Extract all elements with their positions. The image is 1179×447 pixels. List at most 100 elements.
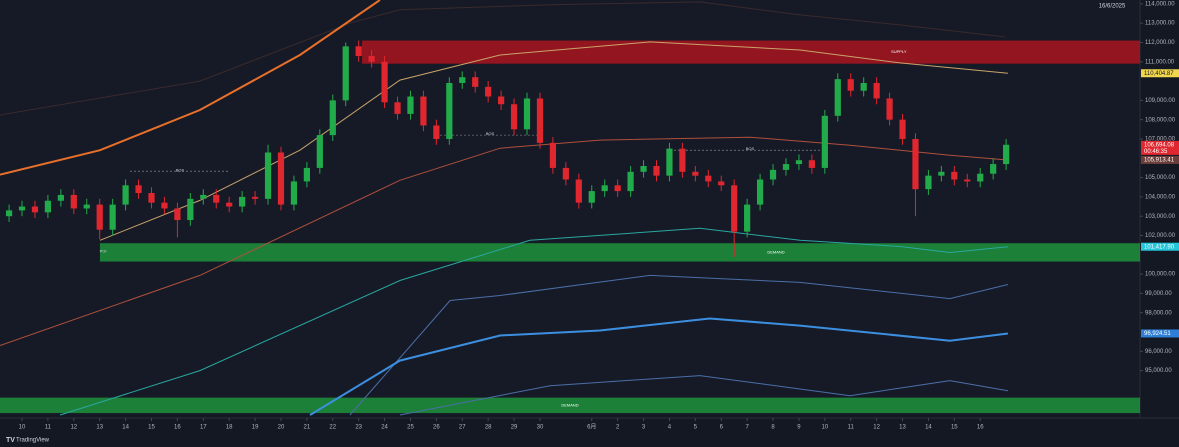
candle-body xyxy=(342,46,349,101)
x-tick-label: 10 xyxy=(19,425,26,431)
candle-body xyxy=(44,200,52,213)
countdown: 00:46:35 xyxy=(1144,149,1168,155)
candle-body xyxy=(57,194,64,201)
price-tag-label: 105,913.41 xyxy=(1144,158,1175,164)
indicator-line xyxy=(0,1,1005,116)
candle-body xyxy=(226,202,233,207)
x-tick-label: 20 xyxy=(278,425,285,431)
x-tick-label: 14 xyxy=(925,425,932,431)
y-tick-label: 104,000.00 xyxy=(1145,194,1176,200)
price-tag-label: 96,924.51 xyxy=(1144,331,1171,337)
candle-body xyxy=(990,164,997,174)
annotation: BOS xyxy=(746,146,755,151)
indicator-line xyxy=(59,227,1008,416)
candle-body xyxy=(498,96,505,105)
candle-body xyxy=(472,77,479,87)
x-tick-label: 10 xyxy=(821,425,828,431)
candle-body xyxy=(135,185,142,194)
zone xyxy=(99,243,1141,262)
zone-label: SUPPLY xyxy=(891,49,907,54)
candle-body xyxy=(731,185,738,232)
candle-body xyxy=(290,181,298,205)
y-tick-label: 99,000.00 xyxy=(1145,291,1172,297)
price-tag xyxy=(1141,69,1179,78)
x-tick-label: 24 xyxy=(381,425,388,431)
y-tick-label: 108,000.00 xyxy=(1145,117,1176,123)
candle-body xyxy=(109,204,116,230)
candle-body xyxy=(795,160,803,165)
countdown-tag xyxy=(1141,147,1179,155)
x-tick-label: 9 xyxy=(797,425,801,431)
price-tag xyxy=(1141,329,1179,338)
candle-body xyxy=(394,102,401,114)
candle-body xyxy=(756,179,764,205)
y-tick-label: 100,000.00 xyxy=(1145,272,1176,278)
candle-body xyxy=(588,191,595,203)
candle-body xyxy=(627,171,634,192)
candle-body xyxy=(951,171,958,180)
x-tick-label: 12 xyxy=(873,425,880,431)
candle-body xyxy=(264,152,272,199)
x-tick-label: 22 xyxy=(329,425,336,431)
annotation: POI xyxy=(100,249,107,254)
candle-body xyxy=(70,194,77,209)
candle-body xyxy=(446,83,453,139)
candle-body xyxy=(860,83,867,91)
candle-body xyxy=(1003,144,1010,165)
x-tick-label: 3 xyxy=(642,425,646,431)
x-tick-label: 11 xyxy=(848,425,855,431)
candle-body xyxy=(329,100,336,136)
candle-body xyxy=(174,208,181,221)
indicator-line xyxy=(349,274,1009,416)
y-tick-label: 98,000.00 xyxy=(1145,310,1172,316)
x-tick-label: 27 xyxy=(459,425,466,431)
y-tick-label: 107,000.00 xyxy=(1145,137,1176,143)
annotation: BOS xyxy=(486,131,495,136)
candle-body xyxy=(601,185,608,192)
candle-body xyxy=(200,194,207,199)
zone xyxy=(0,397,1140,414)
candle-body xyxy=(769,169,777,180)
indicator-line xyxy=(99,41,1008,241)
zone-label: DEMAND xyxy=(561,402,578,407)
brand: TradingView xyxy=(16,438,50,444)
x-tick-label: 28 xyxy=(485,425,492,431)
x-tick-label: 26 xyxy=(433,425,440,431)
price-tag-label: 110,404.87 xyxy=(1144,71,1174,77)
x-tick-label: 15 xyxy=(951,425,958,431)
candle-body xyxy=(977,173,984,182)
x-tick-label: 6月 xyxy=(587,424,596,431)
price-tag xyxy=(1141,155,1179,164)
candle-body xyxy=(614,185,621,192)
annotation: BOS xyxy=(176,167,185,172)
x-tick-label: 4 xyxy=(668,425,672,431)
candle-body xyxy=(821,115,828,168)
candle-body xyxy=(692,171,699,176)
candle-body xyxy=(886,98,893,120)
candle-body xyxy=(536,98,544,143)
candle-body xyxy=(834,79,841,116)
y-tick-label: 112,000.00 xyxy=(1145,40,1175,46)
y-tick-label: 96,000.00 xyxy=(1145,349,1172,355)
candle-body xyxy=(523,98,531,130)
x-tick-label: 13 xyxy=(96,425,103,431)
x-tick-label: 2 xyxy=(616,425,620,431)
candle-body xyxy=(148,193,155,203)
zone xyxy=(362,40,1140,64)
candle-body xyxy=(964,179,971,182)
candle-body xyxy=(562,167,569,180)
x-tick-label: 21 xyxy=(304,425,311,431)
x-tick-label: 25 xyxy=(407,425,414,431)
indicator-line xyxy=(309,317,1009,416)
x-tick-label: 29 xyxy=(511,425,518,431)
x-tick-label: 16 xyxy=(977,425,984,431)
candle-body xyxy=(96,204,103,230)
candle-body xyxy=(355,46,362,56)
date-label: 16/6/2025 xyxy=(1099,4,1126,10)
candle-body xyxy=(510,104,518,130)
brand-logo: TV xyxy=(6,437,15,444)
y-tick-label: 111,000.00 xyxy=(1145,59,1175,65)
candle-body xyxy=(640,166,647,172)
x-tick-label: 16 xyxy=(174,425,181,431)
price-tag-label: 101,417.90 xyxy=(1144,244,1175,250)
